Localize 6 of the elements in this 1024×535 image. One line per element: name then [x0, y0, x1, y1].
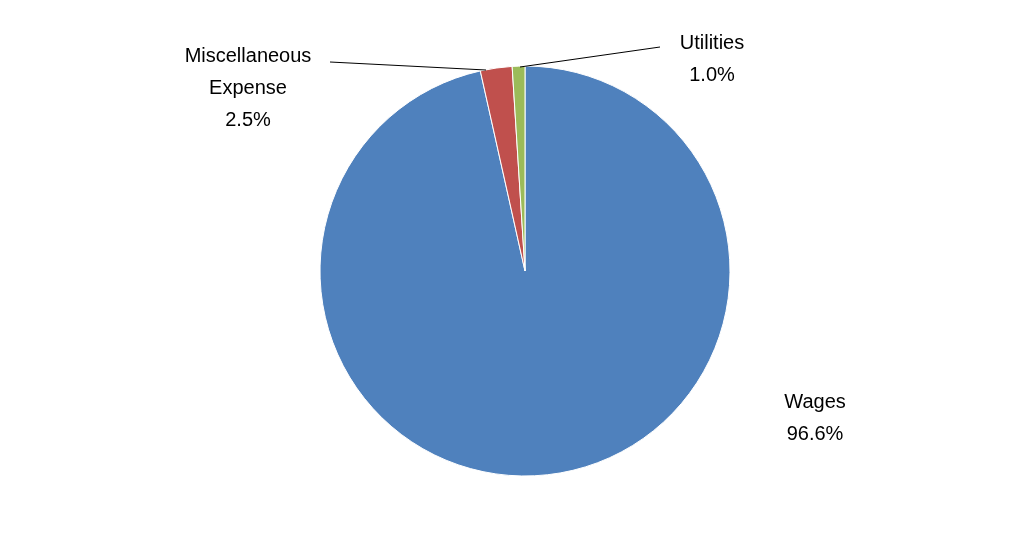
data-label: 1.0%	[689, 63, 736, 85]
data-label: 2.5%	[225, 108, 272, 130]
slice-label: Miscellaneous Expense	[184, 44, 312, 98]
slice-label: Wages	[784, 390, 846, 412]
data-label: 96.6%	[786, 422, 844, 444]
slice-label: Utilities	[679, 31, 745, 53]
